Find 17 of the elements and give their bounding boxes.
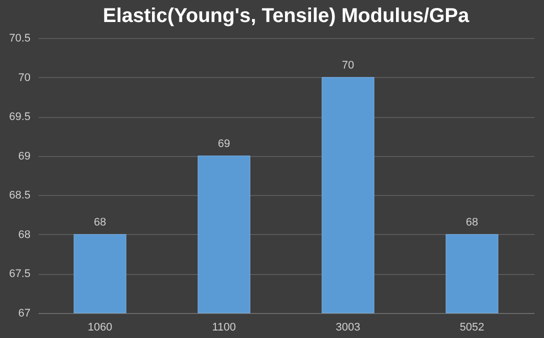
y-tick-label: 69.5 [9,111,30,124]
data-label: 70 [342,59,354,72]
data-label: 68 [466,216,478,228]
y-tick-label: 68 [18,228,30,241]
y-tick-label: 67 [18,308,30,320]
y-tick-label: 70 [18,72,30,84]
x-tick-label: 1100 [212,322,236,334]
chart-title: Elastic(Young's, Tensile) Modulus/GPa [102,5,470,27]
y-tick-label: 69 [18,150,30,162]
x-tick-label: 5052 [460,322,484,334]
y-tick-label: 68.5 [9,190,30,202]
x-tick-label: 1060 [88,322,112,334]
x-tick-label: 3003 [336,322,360,334]
y-tick-label: 67.5 [9,268,30,280]
data-label: 69 [218,138,230,150]
data-label: 68 [94,216,106,228]
y-tick-label: 70.5 [9,32,30,44]
